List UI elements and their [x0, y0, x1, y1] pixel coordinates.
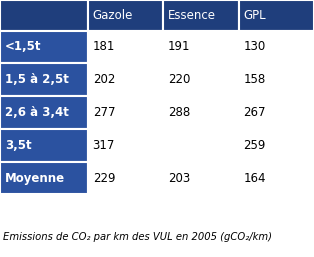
Bar: [0, 31, 88, 63]
Bar: [0, 96, 88, 129]
Text: 191: 191: [168, 40, 191, 53]
Text: Gazole: Gazole: [93, 9, 133, 22]
Bar: [88, 31, 163, 63]
Bar: [163, 31, 239, 63]
Bar: [88, 0, 163, 31]
Text: 277: 277: [93, 106, 115, 119]
Bar: [0, 63, 88, 96]
Text: GPL: GPL: [243, 9, 266, 22]
Bar: [163, 162, 239, 195]
Bar: [163, 129, 239, 162]
Bar: [239, 96, 314, 129]
Text: Essence: Essence: [168, 9, 216, 22]
Bar: [0, 0, 88, 31]
Bar: [163, 63, 239, 96]
Text: 229: 229: [93, 172, 115, 185]
Bar: [239, 31, 314, 63]
Bar: [239, 63, 314, 96]
Text: 2,6 à 3,4t: 2,6 à 3,4t: [5, 106, 68, 119]
Bar: [239, 0, 314, 31]
Text: 158: 158: [243, 73, 266, 86]
Text: 317: 317: [93, 139, 115, 152]
Text: 267: 267: [243, 106, 266, 119]
Text: 164: 164: [243, 172, 266, 185]
Bar: [163, 0, 239, 31]
Text: 288: 288: [168, 106, 190, 119]
Bar: [239, 162, 314, 195]
Text: 259: 259: [243, 139, 266, 152]
Text: 130: 130: [243, 40, 266, 53]
Bar: [163, 96, 239, 129]
Text: Emissions de CO₂ par km des VUL en 2005 (gCO₂/km): Emissions de CO₂ par km des VUL en 2005 …: [3, 232, 272, 242]
Bar: [88, 96, 163, 129]
Bar: [88, 63, 163, 96]
Bar: [88, 129, 163, 162]
Text: <1,5t: <1,5t: [5, 40, 41, 53]
Text: 3,5t: 3,5t: [5, 139, 31, 152]
Text: Moyenne: Moyenne: [5, 172, 65, 185]
Text: 220: 220: [168, 73, 190, 86]
Text: 1,5 à 2,5t: 1,5 à 2,5t: [5, 73, 68, 86]
Bar: [239, 129, 314, 162]
Text: 202: 202: [93, 73, 115, 86]
Bar: [0, 162, 88, 195]
Bar: [88, 162, 163, 195]
Text: 181: 181: [93, 40, 115, 53]
Text: 203: 203: [168, 172, 190, 185]
Bar: [0, 129, 88, 162]
